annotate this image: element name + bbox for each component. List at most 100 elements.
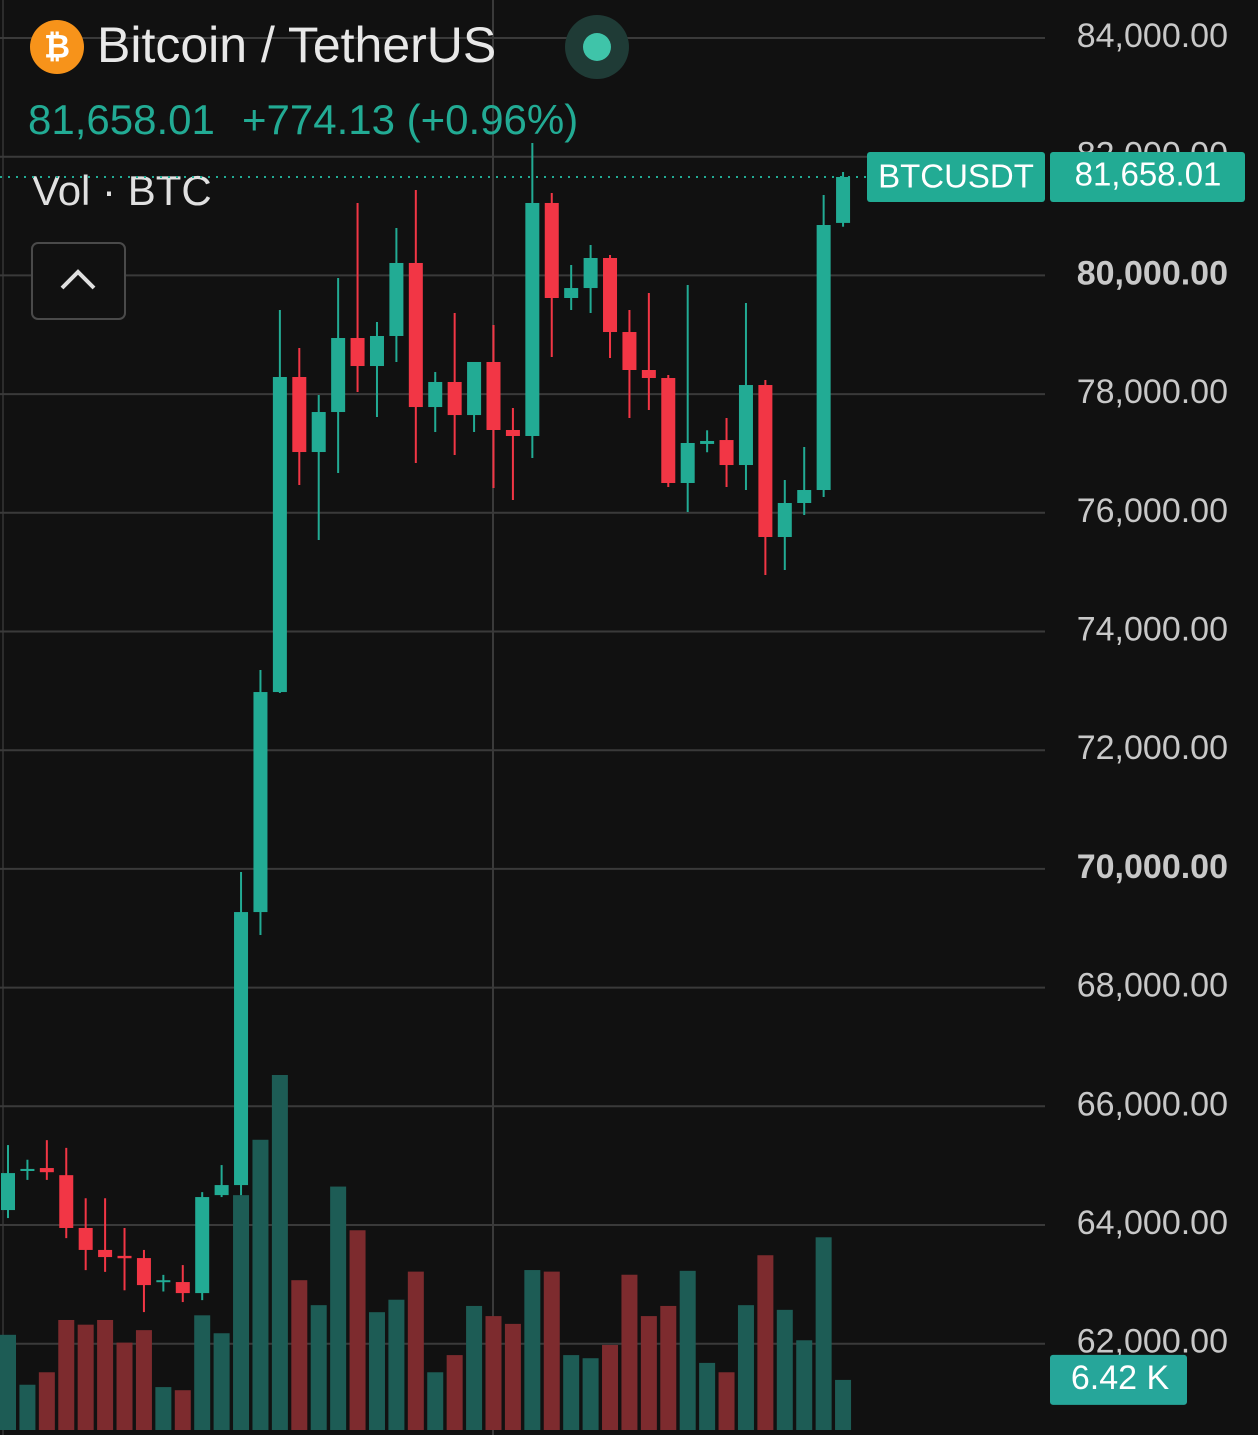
collapse-button[interactable] bbox=[31, 242, 126, 320]
volume-bar bbox=[271, 1075, 288, 1430]
volume-bar bbox=[640, 1316, 657, 1430]
volume-bar bbox=[543, 1271, 560, 1430]
candle-body bbox=[700, 440, 715, 444]
volume-bar bbox=[699, 1362, 716, 1430]
candle-body bbox=[214, 1185, 229, 1196]
volume-bar bbox=[233, 1195, 250, 1430]
volume-bar bbox=[388, 1299, 405, 1430]
price-tag-label: 81,658.01 bbox=[1075, 156, 1222, 193]
volume-bar bbox=[58, 1319, 75, 1430]
candle-body bbox=[564, 288, 579, 299]
candle-body bbox=[719, 440, 734, 466]
candle-body bbox=[253, 692, 268, 913]
volume-bar bbox=[38, 1372, 55, 1430]
candles bbox=[1, 142, 851, 1313]
volume-bar bbox=[330, 1186, 347, 1430]
volume-bar bbox=[0, 1334, 16, 1430]
y-tick-label: 72,000.00 bbox=[1077, 729, 1228, 767]
candle-body bbox=[505, 430, 520, 436]
candle-body bbox=[39, 1168, 54, 1173]
volume-bar bbox=[291, 1280, 308, 1430]
volume-bar bbox=[796, 1340, 813, 1430]
volume-bar bbox=[582, 1358, 599, 1430]
candle-body bbox=[234, 912, 249, 1186]
volume-bar bbox=[349, 1230, 366, 1430]
y-tick-label: 64,000.00 bbox=[1077, 1204, 1228, 1242]
candle-body bbox=[195, 1197, 210, 1294]
candle-body bbox=[777, 503, 792, 538]
candle-body bbox=[738, 385, 753, 466]
candle-body bbox=[661, 378, 676, 484]
candle-body bbox=[467, 361, 482, 416]
candle-body bbox=[836, 176, 851, 223]
candle-body bbox=[622, 332, 637, 370]
grid: 62,000.00 64,000.00 66,000.00 68,000.00 70,0… bbox=[0, 17, 1228, 1361]
volume-bar bbox=[213, 1333, 230, 1430]
volume-bar bbox=[368, 1312, 385, 1430]
volume-bar bbox=[19, 1384, 36, 1430]
y-tick-label: 70,000.00 bbox=[1077, 848, 1228, 886]
candle-body bbox=[389, 262, 404, 336]
volume-bars bbox=[0, 1075, 852, 1430]
candle-body bbox=[797, 490, 812, 504]
symbol-tag bbox=[867, 151, 1045, 202]
volume-bar bbox=[504, 1323, 521, 1430]
volume-bar bbox=[679, 1270, 696, 1430]
volume-bar bbox=[660, 1305, 677, 1430]
y-tick-label: 78,000.00 bbox=[1077, 373, 1228, 411]
volume-bar bbox=[155, 1387, 172, 1430]
volume-bar bbox=[116, 1342, 133, 1430]
volume-bar bbox=[446, 1355, 463, 1430]
volume-bar bbox=[757, 1255, 774, 1430]
volume-bar bbox=[77, 1324, 94, 1430]
candle-body bbox=[78, 1227, 93, 1250]
candle-body bbox=[680, 442, 695, 484]
candle-body bbox=[136, 1258, 151, 1286]
candle-body bbox=[98, 1249, 113, 1258]
status-dot bbox=[583, 33, 611, 61]
volume-bar bbox=[252, 1139, 269, 1430]
candle-body bbox=[544, 202, 559, 299]
volume-tag-label: 6.42 K bbox=[1071, 1359, 1170, 1397]
volume-bar bbox=[427, 1372, 444, 1430]
volume-bar bbox=[815, 1237, 832, 1430]
collapse-icon bbox=[60, 269, 96, 290]
y-tick-label: 74,000.00 bbox=[1077, 610, 1228, 648]
candle-body bbox=[758, 385, 773, 538]
chart-title: Bitcoin / TetherUS bbox=[97, 17, 496, 73]
volume-bar bbox=[835, 1379, 852, 1430]
candle-body bbox=[156, 1280, 171, 1283]
candle-body bbox=[292, 377, 307, 453]
bitcoin-icon bbox=[30, 20, 84, 74]
last-price: 81,658.01 bbox=[28, 96, 215, 143]
volume-bar bbox=[174, 1390, 191, 1430]
candle-body bbox=[311, 412, 326, 453]
candle-body bbox=[59, 1175, 74, 1228]
volume-bar bbox=[194, 1315, 211, 1430]
volume-bar bbox=[135, 1330, 152, 1430]
volume-bar bbox=[97, 1319, 114, 1430]
candle-body bbox=[583, 258, 598, 289]
y-tick-label: 68,000.00 bbox=[1077, 967, 1228, 1005]
volume-bar bbox=[466, 1305, 483, 1430]
bitcoin-icon-glyph: ₿ bbox=[44, 28, 70, 64]
volume-bar bbox=[621, 1274, 638, 1430]
candle-body bbox=[272, 377, 287, 693]
candle-body bbox=[428, 381, 443, 408]
y-tick-label: 80,000.00 bbox=[1077, 254, 1228, 292]
candle-body bbox=[350, 338, 365, 367]
symbol-tag-label: BTCUSDT bbox=[878, 158, 1034, 195]
volume-bar bbox=[602, 1344, 619, 1430]
candle-body bbox=[447, 381, 462, 416]
candle-body bbox=[20, 1168, 35, 1172]
volume-bar bbox=[485, 1316, 502, 1430]
candle-body bbox=[486, 361, 501, 431]
candle-body bbox=[1, 1173, 15, 1211]
volume-bar bbox=[524, 1270, 541, 1430]
price-tag bbox=[1050, 151, 1245, 202]
candle-body bbox=[369, 335, 384, 367]
candle-body bbox=[603, 258, 618, 333]
volume-bar bbox=[310, 1305, 327, 1430]
volume-bar bbox=[776, 1309, 793, 1430]
volume-bar bbox=[737, 1305, 754, 1430]
